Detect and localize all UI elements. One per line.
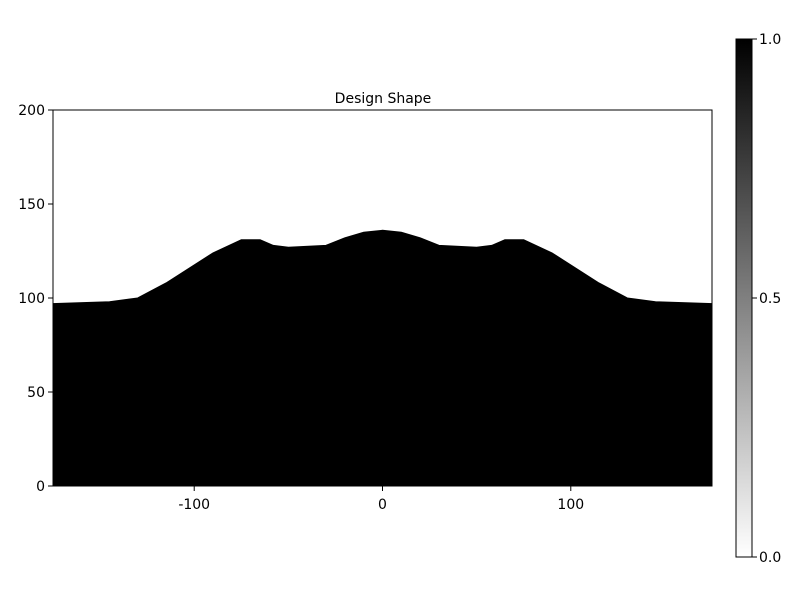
x-axis: -100 0 100 bbox=[178, 486, 584, 513]
colorbar-gradient bbox=[735, 38, 753, 558]
y-tick-label: 150 bbox=[18, 197, 45, 213]
chart-title: Design Shape bbox=[335, 91, 432, 107]
plot-area bbox=[52, 109, 713, 487]
x-tick-label: 0 bbox=[378, 497, 387, 513]
colorbar-tick-label: 0.5 bbox=[759, 291, 781, 307]
x-tick-label: 100 bbox=[557, 497, 584, 513]
x-tick-label: -100 bbox=[178, 497, 210, 513]
y-tick-label: 200 bbox=[18, 103, 45, 119]
colorbar-tick-label: 0.0 bbox=[759, 550, 781, 566]
colorbar-tick-label: 1.0 bbox=[759, 32, 781, 48]
colorbar: 0.0 0.5 1.0 bbox=[735, 32, 781, 566]
design-shape-fill bbox=[52, 229, 713, 487]
y-axis: 0 50 100 150 200 bbox=[18, 103, 53, 495]
y-tick-label: 50 bbox=[27, 385, 45, 401]
y-tick-label: 0 bbox=[36, 479, 45, 495]
y-tick-label: 100 bbox=[18, 291, 45, 307]
